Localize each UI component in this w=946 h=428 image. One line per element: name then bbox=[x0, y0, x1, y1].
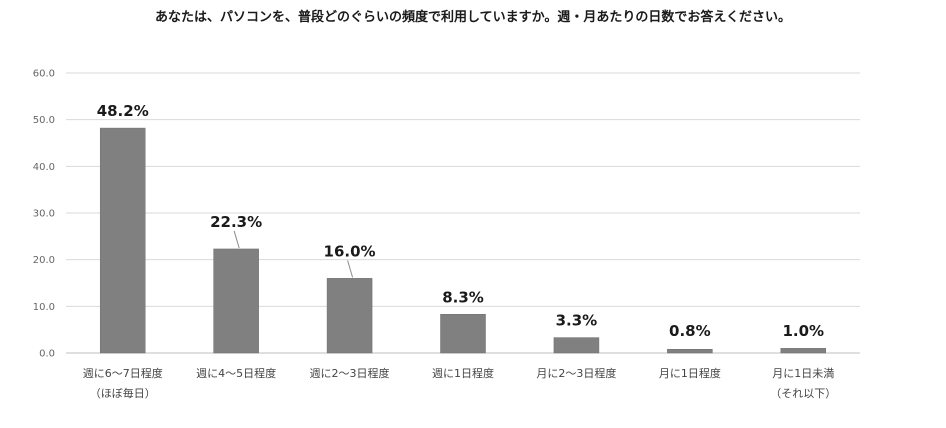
x-tick-label-5-0: 月に1日程度 bbox=[659, 366, 721, 380]
chart-title: あなたは、パソコンを、普段どのぐらいの頻度で利用していますか。週・月あたりの日数… bbox=[155, 10, 791, 25]
data-label-4: 3.3% bbox=[556, 312, 598, 330]
y-tick-label-4: 40.0 bbox=[33, 162, 55, 173]
bar-0 bbox=[99, 127, 146, 354]
bar-6 bbox=[780, 348, 827, 354]
data-label-5: 0.8% bbox=[669, 322, 711, 340]
x-tick-label-6-0: 月に1日未満 bbox=[772, 367, 834, 380]
x-tick-label-4-0: 月に2～3日程度 bbox=[536, 366, 616, 380]
data-label-1: 22.3% bbox=[210, 213, 262, 231]
data-label-0: 48.2% bbox=[97, 102, 149, 120]
bar-4 bbox=[553, 337, 600, 354]
y-tick-label-0: 0.0 bbox=[39, 349, 55, 360]
x-tick-label-3-0: 週に1日程度 bbox=[432, 366, 494, 380]
y-tick-label-1: 10.0 bbox=[33, 302, 55, 313]
x-tick-label-2-0: 週に2～3日程度 bbox=[310, 366, 390, 380]
y-tick-label-3: 30.0 bbox=[33, 209, 55, 220]
bar-2 bbox=[326, 278, 373, 354]
bar-5 bbox=[667, 349, 713, 354]
data-label-2: 16.0% bbox=[324, 242, 376, 260]
data-label-leader-2 bbox=[347, 260, 354, 278]
y-tick-label-6: 60.0 bbox=[33, 69, 55, 80]
y-tick-label-2: 20.0 bbox=[33, 255, 55, 266]
x-tick-label-6-1: （それ以下） bbox=[770, 387, 836, 400]
y-tick-label-5: 50.0 bbox=[33, 115, 55, 126]
bar-3 bbox=[440, 314, 486, 354]
x-tick-label-1-0: 週に4～5日程度 bbox=[196, 366, 276, 380]
data-label-leader-1 bbox=[233, 230, 240, 249]
x-tick-label-0-1: （ほぼ毎日） bbox=[90, 387, 156, 400]
data-label-3: 8.3% bbox=[442, 288, 484, 306]
data-label-6: 1.0% bbox=[782, 322, 824, 340]
bar-1 bbox=[213, 248, 259, 354]
x-tick-label-0-0: 週に6～7日程度 bbox=[83, 366, 163, 380]
